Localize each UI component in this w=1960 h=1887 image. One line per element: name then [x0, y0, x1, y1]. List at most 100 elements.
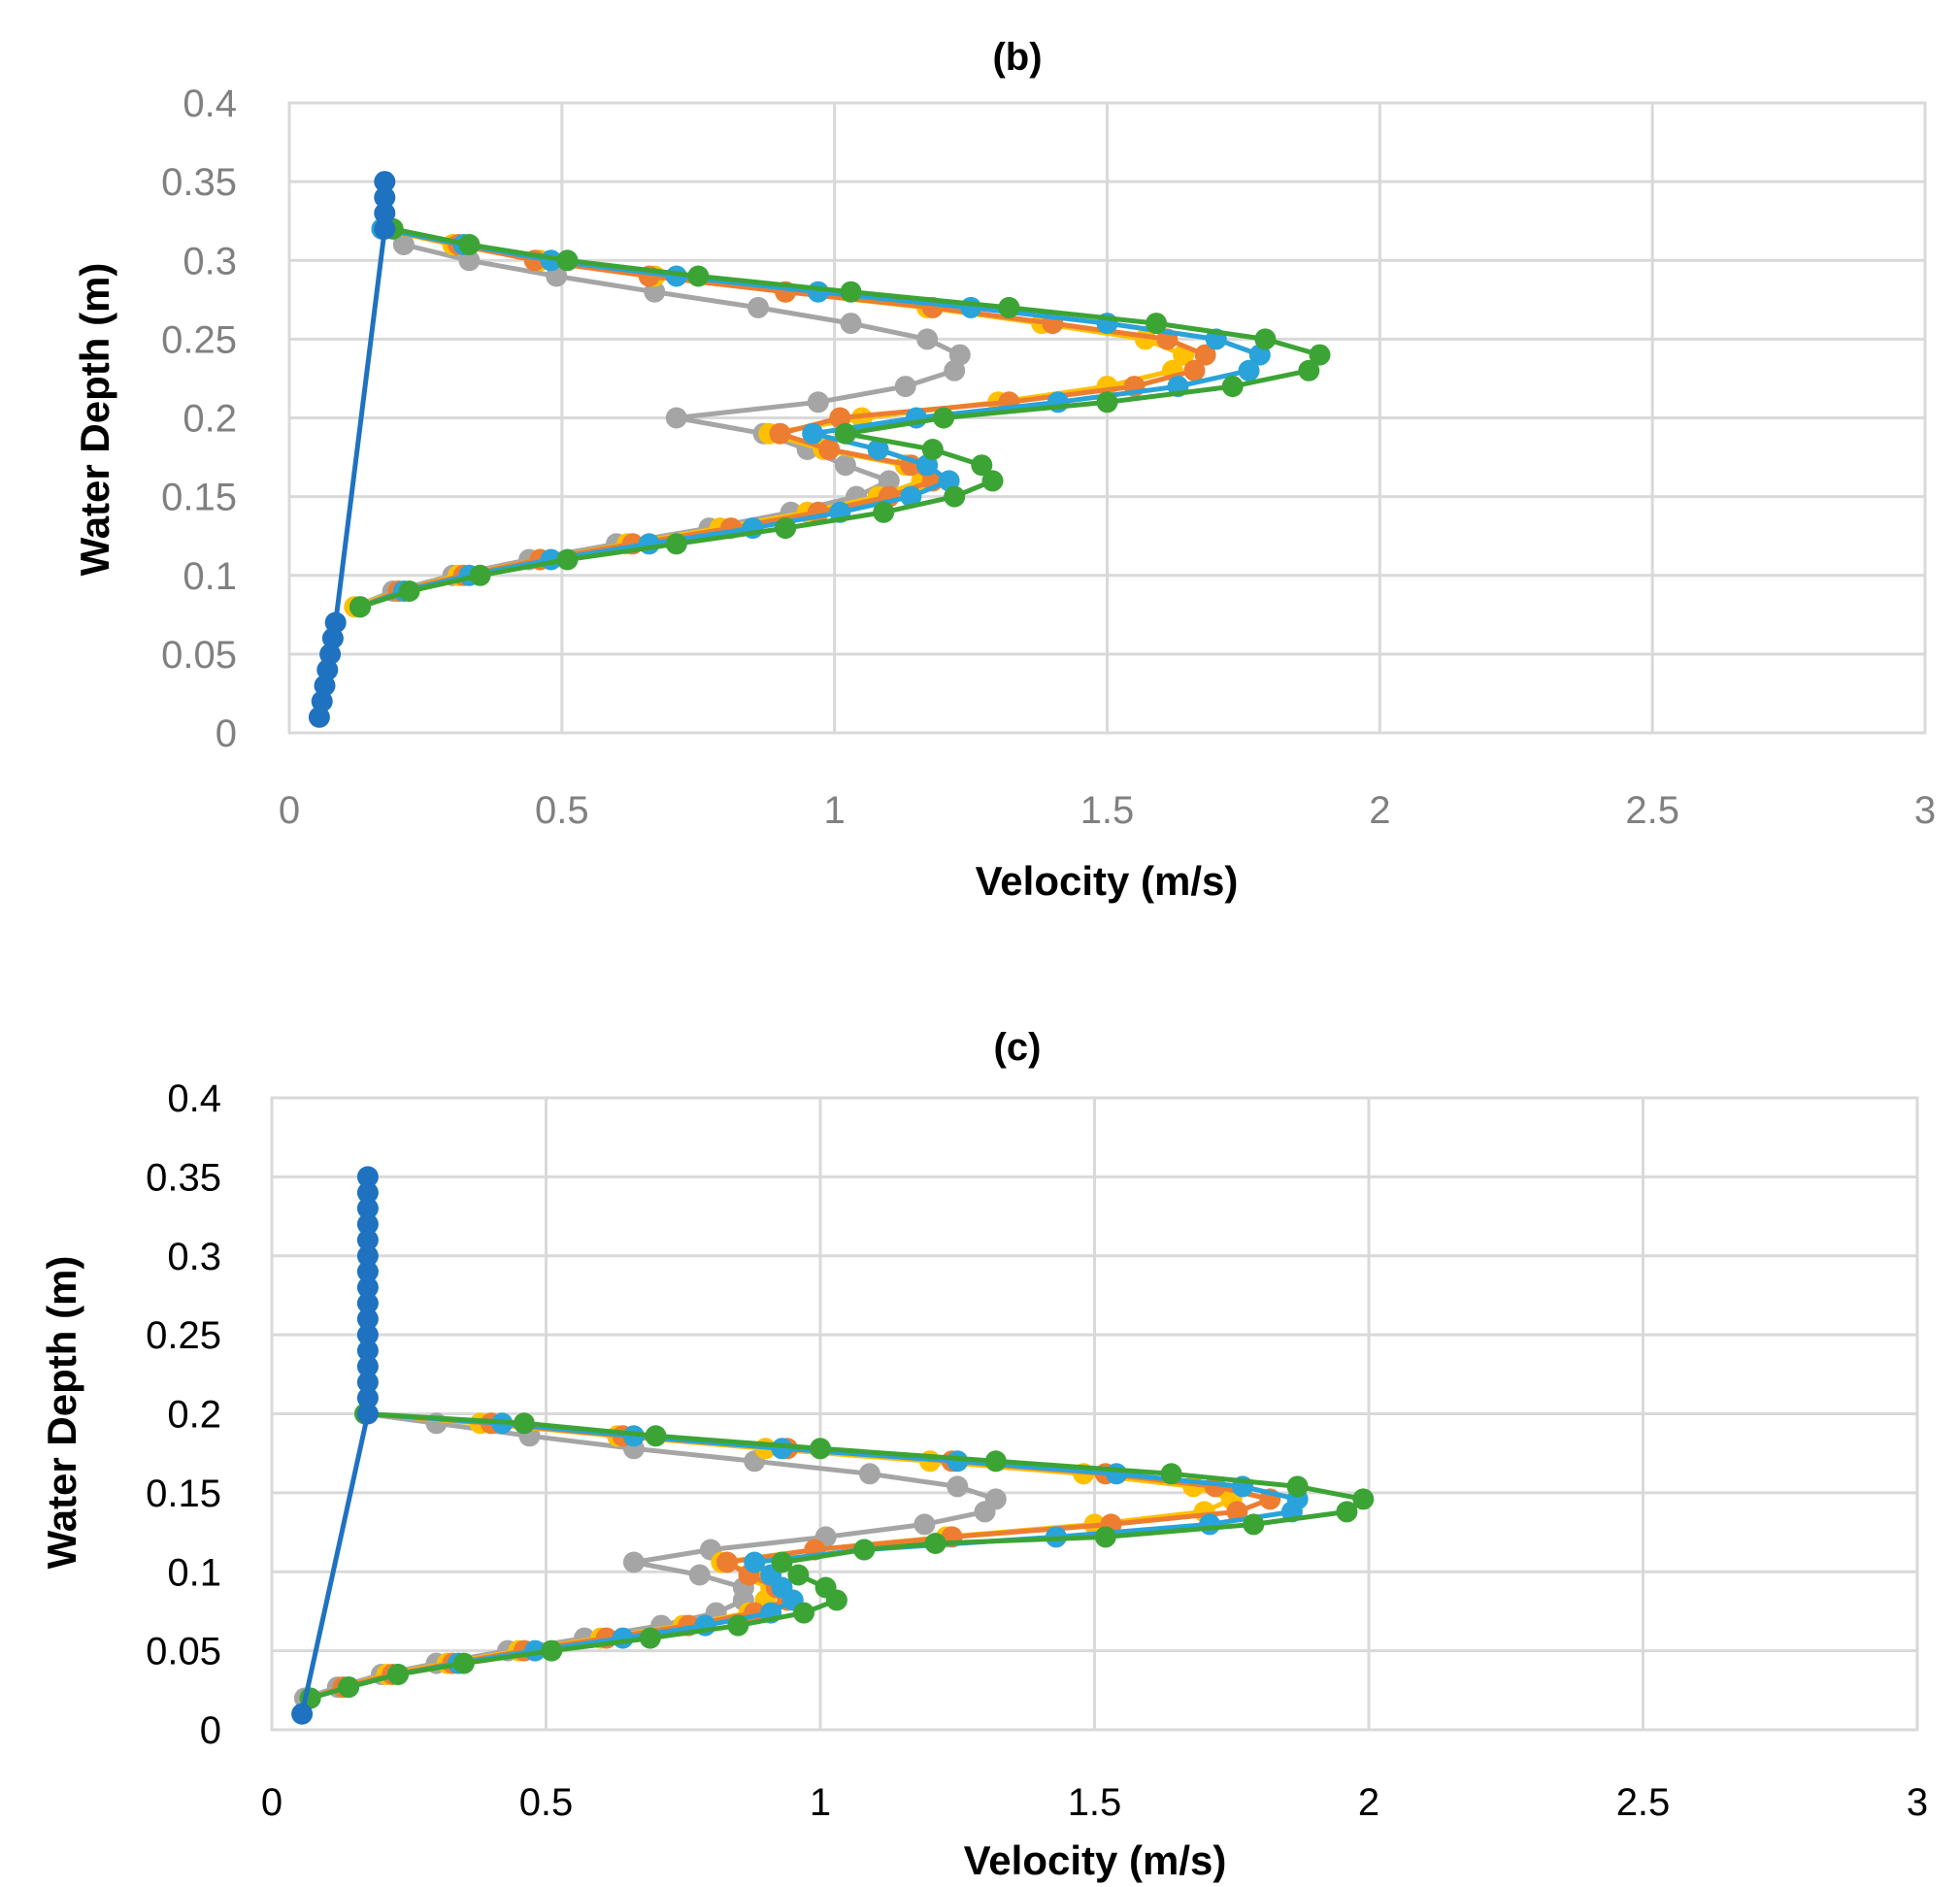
data-point-gray: [916, 328, 939, 350]
y-tick-label: 0.15: [161, 477, 237, 519]
data-point-green: [1160, 1463, 1182, 1485]
data-point-blue: [356, 1355, 379, 1377]
data-point-gray: [840, 313, 862, 335]
data-point-blue: [311, 690, 333, 712]
data-point-blue: [356, 1292, 379, 1314]
data-point-green: [1094, 1526, 1116, 1548]
x-tick-label: 2.5: [1625, 789, 1679, 832]
data-point-gray: [622, 1551, 645, 1573]
data-point-green: [775, 517, 797, 540]
data-point-blue: [356, 1229, 379, 1251]
data-point-blue: [356, 1308, 379, 1330]
data-point-lightblue: [1199, 1513, 1221, 1536]
data-point-green: [1309, 344, 1331, 366]
grid-b: [287, 101, 1927, 735]
data-point-green: [944, 485, 966, 508]
data-point-blue: [291, 1703, 314, 1725]
y-tick-label: 0.2: [167, 1394, 221, 1437]
data-point-gray: [807, 391, 829, 414]
series-b: [308, 171, 1331, 728]
data-point-gray: [947, 1475, 969, 1498]
data-point-green: [1254, 328, 1277, 350]
data-point-blue: [356, 1372, 379, 1393]
data-point-green: [665, 533, 687, 555]
data-point-green: [645, 1425, 667, 1447]
y-tick-label: 0: [200, 1709, 221, 1752]
data-point-green: [924, 1533, 947, 1554]
data-point-lightblue: [900, 485, 922, 508]
data-point-green: [452, 1652, 475, 1674]
data-point-lightblue: [744, 1551, 766, 1573]
data-point-blue: [321, 627, 344, 649]
data-point-lightblue: [1238, 359, 1260, 381]
data-point-gray: [834, 454, 856, 477]
data-point-green: [1221, 376, 1244, 398]
data-point-blue: [356, 1166, 379, 1188]
data-point-green: [556, 548, 579, 571]
x-tick-label: 1.5: [1068, 1781, 1122, 1824]
data-point-green: [971, 454, 993, 477]
data-point-blue: [374, 217, 396, 240]
x-tick-label: 1.5: [1080, 789, 1135, 832]
x-tick-label: 1: [810, 1781, 831, 1824]
data-point-blue: [356, 1261, 379, 1282]
y-tick-label: 0.4: [183, 83, 237, 125]
data-point-blue: [356, 1276, 379, 1299]
data-point-orange: [769, 422, 791, 445]
data-point-green: [814, 1576, 837, 1599]
x-tick-label: 0: [279, 789, 300, 832]
chart-title-c: (c): [994, 1026, 1042, 1069]
data-point-gray: [944, 359, 966, 381]
plot-area-frame: [270, 1096, 1919, 1732]
data-point-blue: [324, 612, 347, 634]
data-point-green: [469, 564, 491, 586]
x-tick-label: 3: [1914, 789, 1936, 832]
x-axis-label-b: Velocity (m/s): [976, 858, 1239, 904]
x-axis-label-c: Velocity (m/s): [964, 1837, 1227, 1883]
data-point-green: [398, 580, 420, 602]
data-point-blue: [356, 1197, 379, 1219]
series-gray: [293, 1403, 1007, 1709]
x-tick-label: 0.5: [535, 789, 589, 832]
data-point-orange: [716, 1551, 738, 1573]
x-tick-label: 1: [824, 789, 846, 832]
data-point-blue: [356, 1340, 379, 1362]
data-point-blue: [319, 643, 342, 665]
data-point-green: [840, 281, 862, 303]
y-axis-label-b: Water Depth (m): [72, 263, 117, 577]
data-point-green: [793, 1602, 814, 1624]
data-point-gray: [914, 1513, 936, 1536]
chart-panel-b: (b) 0 0.05 0.1 0.15 0.2 0.25 0.3 0.35 0.4 0 0.5 1 1…: [72, 36, 1936, 904]
y-tick-label: 0.15: [146, 1473, 221, 1515]
data-point-lightblue: [807, 281, 829, 303]
data-point-blue: [356, 1244, 379, 1267]
data-point-green: [458, 234, 481, 255]
data-point-green: [834, 422, 856, 445]
data-point-green: [984, 1450, 1007, 1473]
data-point-lightblue: [1106, 1463, 1128, 1485]
y-tick-label: 0.3: [183, 240, 237, 282]
data-point-blue: [374, 202, 396, 224]
data-point-gray: [894, 376, 916, 398]
data-point-blue: [374, 186, 396, 209]
data-point-green: [1352, 1488, 1375, 1510]
data-point-lightblue: [802, 422, 824, 445]
data-point-green: [1243, 1513, 1265, 1536]
data-point-gray: [984, 1488, 1007, 1510]
y-tick-label: 0.4: [167, 1077, 221, 1120]
data-point-orange: [1183, 359, 1206, 381]
data-point-green: [787, 1564, 810, 1586]
data-point-lightblue: [867, 439, 889, 460]
data-point-blue: [356, 1324, 379, 1346]
y-axis-label-c: Water Depth (m): [39, 1256, 84, 1570]
data-point-green: [981, 470, 1004, 492]
data-point-green: [1336, 1501, 1358, 1523]
data-point-lightblue: [960, 296, 982, 318]
y-tick-label: 0.05: [161, 634, 237, 677]
x-tick-label: 2: [1369, 789, 1390, 832]
data-point-lightblue: [638, 533, 660, 555]
data-point-blue: [356, 1403, 379, 1425]
data-point-gray: [858, 1463, 880, 1485]
y-tick-label: 0.05: [146, 1631, 221, 1673]
data-point-green: [727, 1614, 749, 1637]
